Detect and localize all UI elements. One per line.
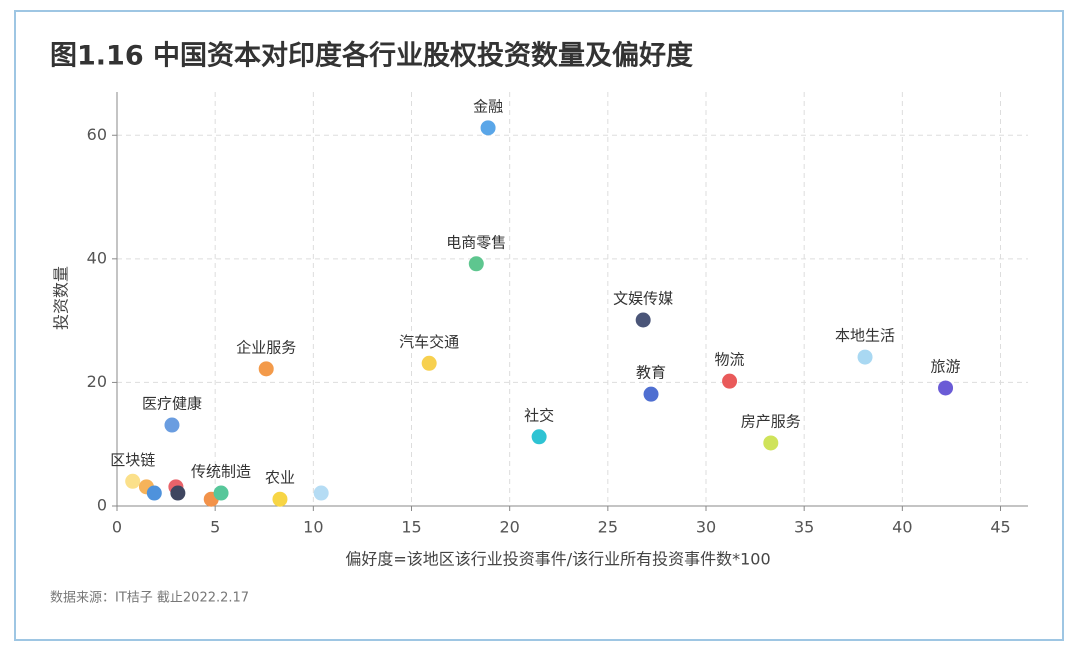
point (635, 312, 651, 328)
point (468, 256, 484, 272)
point-label: 旅游 (931, 357, 961, 375)
point (170, 485, 186, 501)
point (125, 473, 141, 489)
chart-title: 图1.16 中国资本对印度各行业股权投资数量及偏好度 (50, 40, 693, 72)
point-label: 文娱传媒 (613, 290, 673, 308)
point (313, 485, 329, 501)
point (258, 361, 274, 377)
x-tick-label: 25 (598, 518, 618, 537)
x-tick-label: 15 (401, 518, 421, 537)
point (763, 435, 779, 451)
x-axis-label: 偏好度=该地区该行业投资事件/该行业所有投资事件数*100 (345, 550, 770, 569)
point (146, 485, 162, 501)
point-label: 物流 (715, 351, 745, 369)
point (480, 120, 496, 136)
x-tick-label: 20 (499, 518, 519, 537)
point-label: 教育 (636, 364, 666, 382)
y-tick-label: 60 (87, 125, 107, 144)
point (722, 373, 738, 389)
x-tick-label: 5 (210, 518, 220, 537)
point-label: 汽车交通 (399, 333, 459, 351)
point (164, 417, 180, 433)
source: 数据来源：IT桔子 截止2022.2.17 (50, 591, 249, 606)
y-axis-label: 投资数量 (52, 266, 71, 330)
point (938, 380, 954, 396)
point (643, 386, 659, 402)
x-tick-label: 45 (990, 518, 1010, 537)
point-label: 企业服务 (236, 338, 296, 356)
point-label: 区块链 (110, 451, 155, 469)
point-label: 医疗健康 (142, 395, 202, 413)
point-label: 本地生活 (835, 327, 895, 345)
point-label: 传统制造 (191, 463, 251, 481)
point (421, 355, 437, 371)
y-tick-label: 20 (87, 372, 107, 391)
point-label: 房产服务 (741, 412, 801, 430)
point (531, 429, 547, 445)
x-tick-label: 0 (112, 518, 122, 537)
frame (14, 10, 1064, 641)
x-tick-label: 30 (696, 518, 716, 537)
point (213, 485, 229, 501)
x-tick-label: 10 (303, 518, 323, 537)
x-tick-label: 35 (794, 518, 814, 537)
point-label: 电商零售 (446, 233, 506, 251)
point (272, 491, 288, 507)
point-label: 社交 (524, 406, 554, 424)
point-label: 农业 (265, 469, 295, 487)
x-tick-label: 40 (892, 518, 912, 537)
point-label: 金融 (473, 97, 503, 115)
point (857, 349, 873, 365)
y-tick-label: 40 (87, 248, 107, 267)
y-tick-label: 0 (97, 496, 107, 515)
